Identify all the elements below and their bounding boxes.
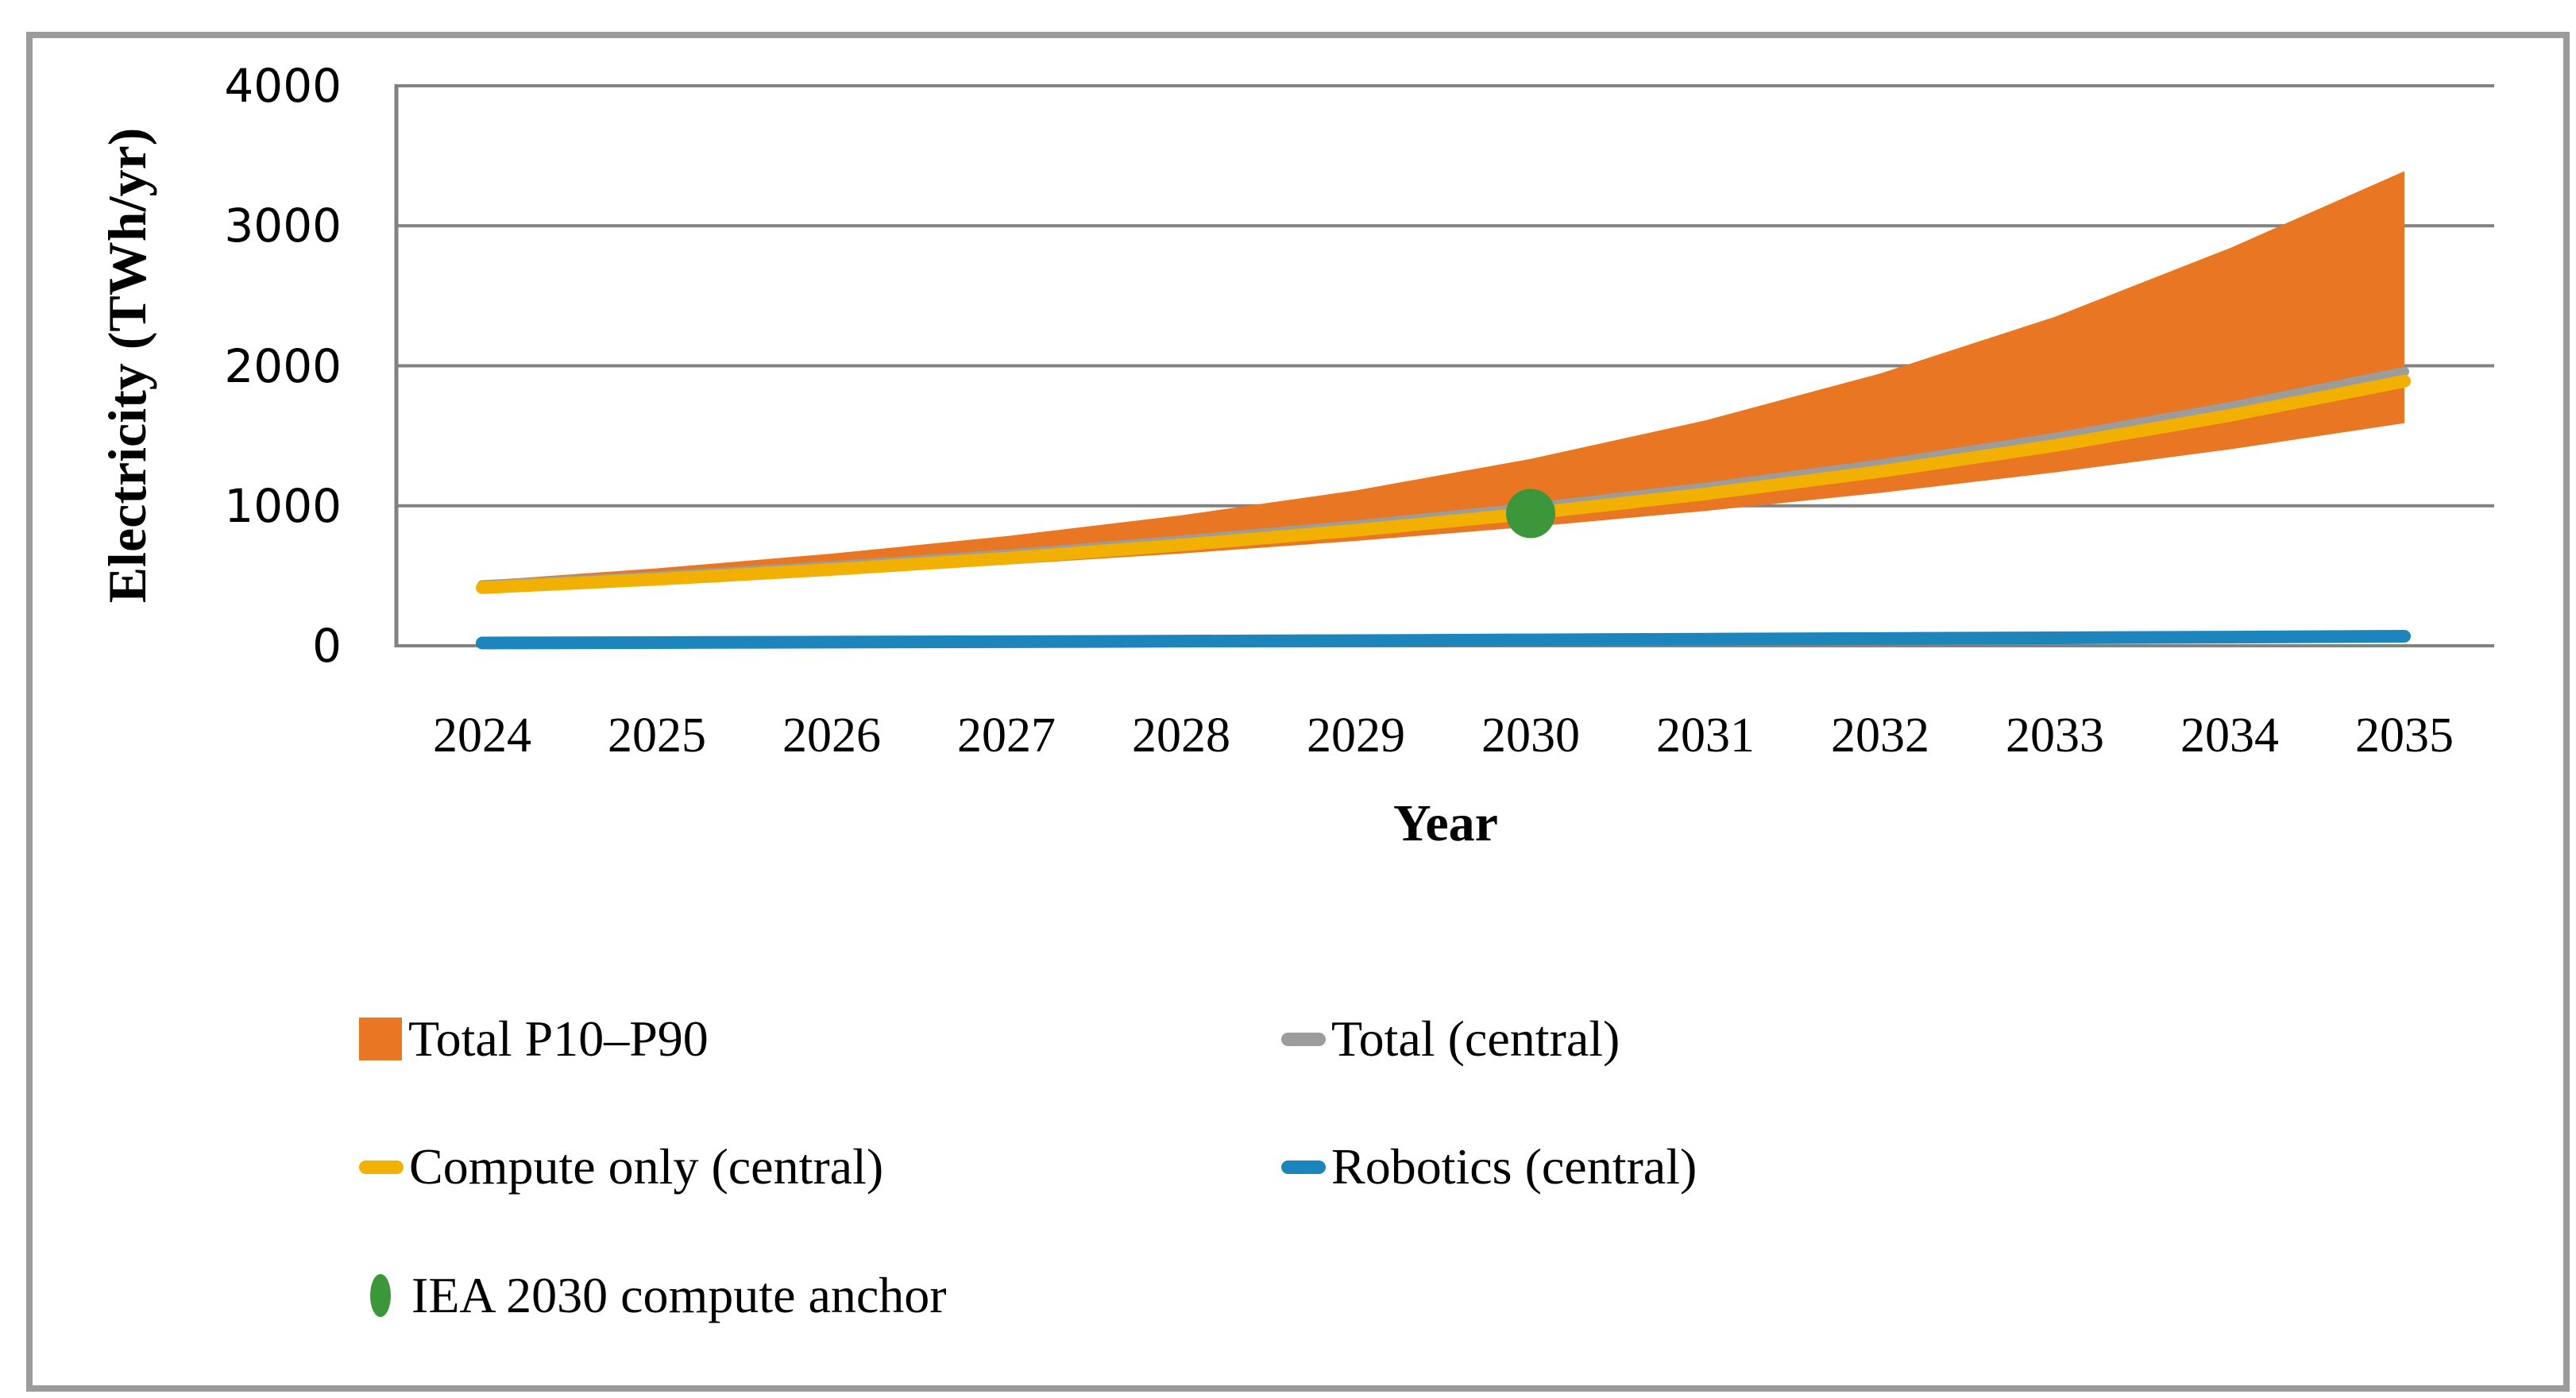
legend-label: IEA 2030 compute anchor	[411, 1267, 947, 1323]
x-tick-label: 2034	[2180, 709, 2279, 763]
line-swatch-icon	[1281, 1160, 1326, 1174]
x-tick-label: 2031	[1656, 709, 1755, 763]
x-tick-label: 2024	[433, 709, 531, 763]
legend-item-compute-central: Compute only (central)	[359, 1130, 883, 1203]
x-tick-label: 2029	[1307, 709, 1405, 763]
x-axis-title: Year	[1393, 794, 1498, 852]
x-tick-label: 2025	[608, 709, 706, 763]
x-tick-label: 2030	[1481, 709, 1580, 763]
legend-item-robotics-central: Robotics (central)	[1281, 1130, 1697, 1203]
legend-item-iea-anchor: IEA 2030 compute anchor	[359, 1259, 947, 1332]
total-p10-p90-band	[482, 171, 2404, 591]
y-tick-label: 1000	[224, 478, 342, 533]
robotics-central-line	[476, 630, 2411, 650]
x-tick-label: 2026	[782, 709, 881, 763]
y-tick-label: 4000	[224, 59, 342, 113]
y-tick-label: 3000	[224, 199, 342, 253]
x-tick-label: 2028	[1132, 709, 1230, 763]
legend-label: Robotics (central)	[1331, 1138, 1697, 1195]
legend-label: Total P10–P90	[408, 1010, 709, 1067]
x-tick-label: 2035	[2355, 709, 2454, 763]
x-tick-label: 2033	[2006, 709, 2104, 763]
legend-item-total-band: Total P10–P90	[359, 1002, 709, 1076]
x-tick-label: 2032	[1831, 709, 1929, 763]
legend-item-total-central: Total (central)	[1281, 1002, 1620, 1076]
line-swatch-icon	[359, 1160, 404, 1174]
y-tick-label: 2000	[224, 338, 342, 393]
legend-label: Total (central)	[1331, 1010, 1620, 1067]
line-swatch-icon	[1281, 1032, 1326, 1046]
dot-swatch-icon	[370, 1274, 391, 1317]
figure-border	[26, 32, 2570, 1392]
iea-2030-anchor-dot	[1506, 489, 1555, 539]
y-tick-label: 0	[312, 619, 342, 673]
x-tick-label: 2027	[957, 709, 1056, 763]
compute-central-line	[476, 374, 2411, 594]
band-swatch-icon	[359, 1018, 402, 1060]
legend-label: Compute only (central)	[409, 1138, 884, 1195]
